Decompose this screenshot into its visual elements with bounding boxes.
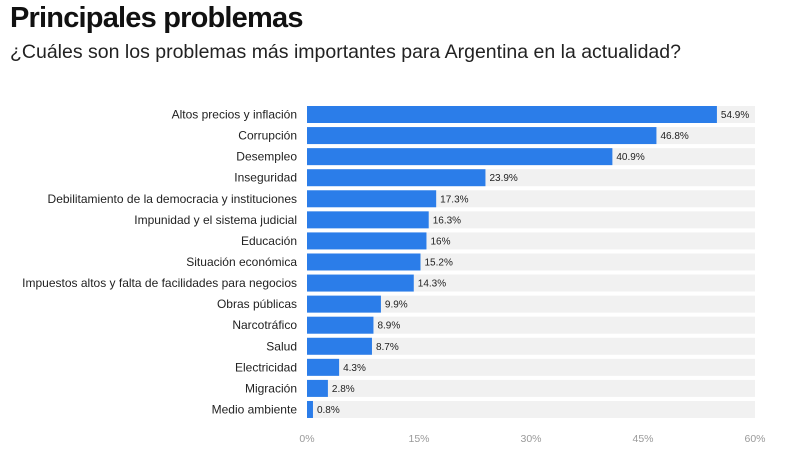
chart-title: Principales problemas <box>10 2 303 34</box>
x-tick-label: 30% <box>520 433 541 445</box>
data-label: 14.3% <box>418 279 446 290</box>
data-label: 15.2% <box>424 257 452 268</box>
bar-track <box>307 274 755 292</box>
category-label: Desempleo <box>236 150 297 164</box>
x-tick-label: 60% <box>744 433 765 445</box>
bar <box>307 232 427 250</box>
bar <box>307 127 657 145</box>
bar-track <box>307 337 755 355</box>
chart-subtitle: ¿Cuáles son los problemas más importante… <box>10 41 681 63</box>
data-label: 4.3% <box>343 363 366 374</box>
bar-track <box>307 379 755 397</box>
bar <box>307 106 717 123</box>
data-label: 8.7% <box>376 342 399 353</box>
x-tick-label: 0% <box>299 433 314 445</box>
data-label: 23.9% <box>489 173 517 184</box>
category-label: Altos precios y inflación <box>172 108 297 122</box>
bar-track <box>307 316 755 334</box>
bar <box>307 316 374 334</box>
bar <box>307 379 328 397</box>
bar-track <box>307 400 755 418</box>
category-label: Inseguridad <box>234 171 297 185</box>
category-label: Educación <box>241 234 297 248</box>
data-label: 0.8% <box>317 405 340 416</box>
data-label: 46.8% <box>660 131 688 142</box>
data-label: 16.3% <box>433 215 461 226</box>
category-label: Impuestos altos y falta de facilidades p… <box>22 276 297 290</box>
bar <box>307 400 313 418</box>
data-label: 17.3% <box>440 194 468 205</box>
category-label: Migración <box>245 381 297 395</box>
bar-track <box>307 358 755 376</box>
data-label: 16% <box>430 236 450 247</box>
x-tick-label: 15% <box>408 433 429 445</box>
bar-track <box>307 295 755 313</box>
category-label: Situación económica <box>186 255 297 269</box>
bar <box>307 358 340 376</box>
data-label: 40.9% <box>616 152 644 163</box>
x-tick-label: 45% <box>632 433 653 445</box>
category-label: Impunidad y el sistema judicial <box>134 213 297 227</box>
data-label: 54.9% <box>721 110 749 121</box>
bar <box>307 148 613 166</box>
bar <box>307 211 429 229</box>
category-label: Corrupción <box>238 129 297 143</box>
category-label: Electricidad <box>235 360 297 374</box>
bar <box>307 295 381 313</box>
bar <box>307 253 421 271</box>
bar <box>307 337 372 355</box>
data-label: 9.9% <box>385 300 408 311</box>
category-label: Obras públicas <box>217 297 297 311</box>
bar <box>307 169 486 187</box>
category-label: Debilitamiento de la democracia y instit… <box>48 192 297 206</box>
category-label: Medio ambiente <box>212 402 298 416</box>
data-label: 2.8% <box>332 384 355 395</box>
category-label: Salud <box>266 339 297 353</box>
bar <box>307 274 414 292</box>
bar <box>307 190 437 208</box>
data-label: 8.9% <box>377 321 400 332</box>
category-label: Narcotráfico <box>232 318 297 332</box>
